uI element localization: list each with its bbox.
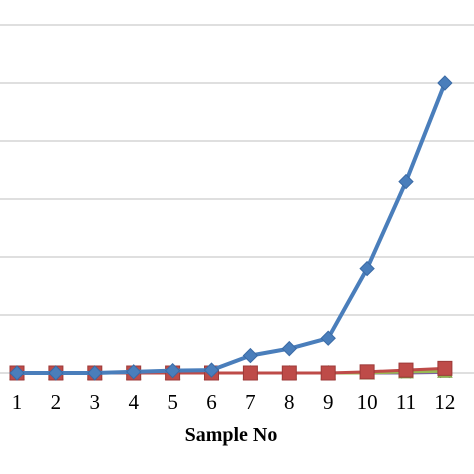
x-tick-label: 9	[323, 390, 334, 414]
data-point	[164, 362, 181, 379]
data-point	[48, 365, 64, 381]
x-tick-label: 2	[51, 390, 62, 414]
x-tick-label: 4	[128, 390, 139, 414]
data-point	[437, 360, 453, 376]
x-tick-label: 5	[167, 390, 178, 414]
x-tick-label: 11	[396, 390, 416, 414]
data-point	[242, 347, 259, 364]
x-tick-label: 7	[245, 390, 256, 414]
x-tick-label: 6	[206, 390, 217, 414]
x-tick-label: 8	[284, 390, 295, 414]
data-point	[359, 364, 375, 380]
x-axis-title: Sample No	[185, 424, 278, 446]
data-point	[320, 365, 336, 381]
data-point	[242, 365, 258, 381]
series-line	[17, 82, 447, 375]
data-point	[320, 330, 336, 346]
data-point	[281, 365, 297, 381]
data-point	[437, 75, 453, 91]
data-point	[359, 260, 375, 277]
data-point	[87, 365, 103, 381]
data-point	[398, 362, 414, 378]
series-group	[9, 75, 453, 381]
data-point	[125, 364, 142, 380]
x-tick-label: 1	[12, 390, 23, 414]
data-point	[203, 362, 220, 378]
data-point	[9, 365, 25, 381]
x-tick-label: 12	[434, 390, 455, 414]
x-tick-labels: 1 2 3 4 5 6 7 8 9 10 11 12	[12, 390, 456, 414]
x-tick-label: 10	[357, 390, 378, 414]
data-point	[281, 340, 298, 357]
x-tick-label: 3	[90, 390, 101, 414]
data-point	[398, 173, 414, 190]
series-1	[9, 75, 453, 381]
gridlines	[0, 24, 474, 316]
